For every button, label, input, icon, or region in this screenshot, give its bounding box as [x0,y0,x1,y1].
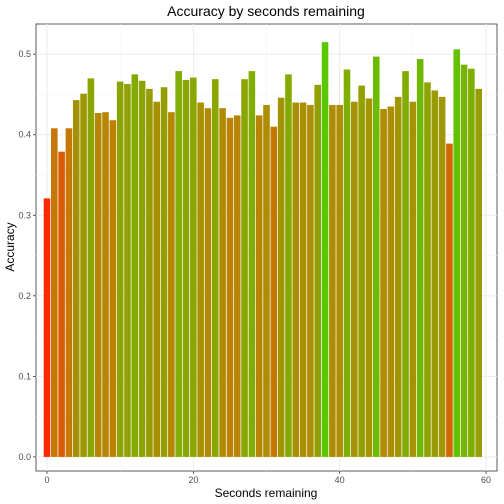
y-tick-label: 0.1 [18,371,31,381]
bar [241,79,248,457]
bar [431,90,439,457]
bar [226,117,234,457]
bar [190,77,197,457]
bar [329,104,336,457]
bar [358,85,365,457]
y-tick-label: 0.2 [18,291,31,301]
bar [211,79,219,457]
bar [138,80,146,457]
bar [58,151,65,457]
bar [460,64,468,457]
bar [372,56,380,457]
bar [409,101,417,457]
bar [43,198,51,457]
x-axis: 0 20 40 60 [44,471,491,485]
bar [175,71,182,457]
y-tick-label: 0.3 [18,210,31,220]
y-tick-label: 0.5 [18,49,31,59]
bar [351,101,358,457]
bar [402,71,409,457]
x-axis-title: Seconds remaining [215,486,318,500]
bar [102,112,109,457]
x-tick-label: 0 [44,475,49,485]
x-tick-label: 60 [481,475,491,485]
bar [277,97,285,457]
bar [314,84,322,457]
bar [72,100,80,457]
bar [146,88,153,457]
bar [394,96,402,457]
bar [255,115,263,457]
bar [65,128,73,457]
bar [438,96,446,457]
y-axis: 0.0 0.1 0.2 0.3 0.4 0.5 [18,49,36,462]
bar [387,106,395,457]
bar [248,71,256,457]
bar [307,104,314,457]
bar [424,82,431,457]
bar [160,87,168,457]
bar [153,101,161,457]
bar [80,93,87,457]
bar [270,126,278,457]
chart-title: Accuracy by seconds remaining [167,3,365,19]
bar [365,98,373,457]
bar [182,79,190,457]
bar [453,49,461,457]
bar [475,88,482,457]
bar [219,108,226,457]
bar [292,102,300,457]
bar [336,104,343,457]
y-tick-label: 0.4 [18,130,31,140]
bar [168,112,175,457]
bar [204,108,212,457]
bar [116,81,124,457]
bar [416,59,424,457]
bar [197,102,204,457]
x-tick-label: 20 [188,475,198,485]
bar [468,68,475,457]
bar [87,78,95,457]
bar [51,128,58,457]
bar [233,115,241,457]
bar [446,143,453,457]
y-axis-title: Accuracy [3,222,17,271]
x-tick-label: 40 [335,475,345,485]
bar [263,104,270,457]
y-tick-label: 0.0 [18,452,31,462]
bar [321,42,329,457]
bar [124,84,131,457]
bar [94,112,102,457]
bar [380,108,387,457]
bar [343,69,351,457]
bar [131,74,139,457]
bar [285,74,292,457]
bar [109,120,117,457]
bar [299,102,307,457]
bars [43,42,482,457]
